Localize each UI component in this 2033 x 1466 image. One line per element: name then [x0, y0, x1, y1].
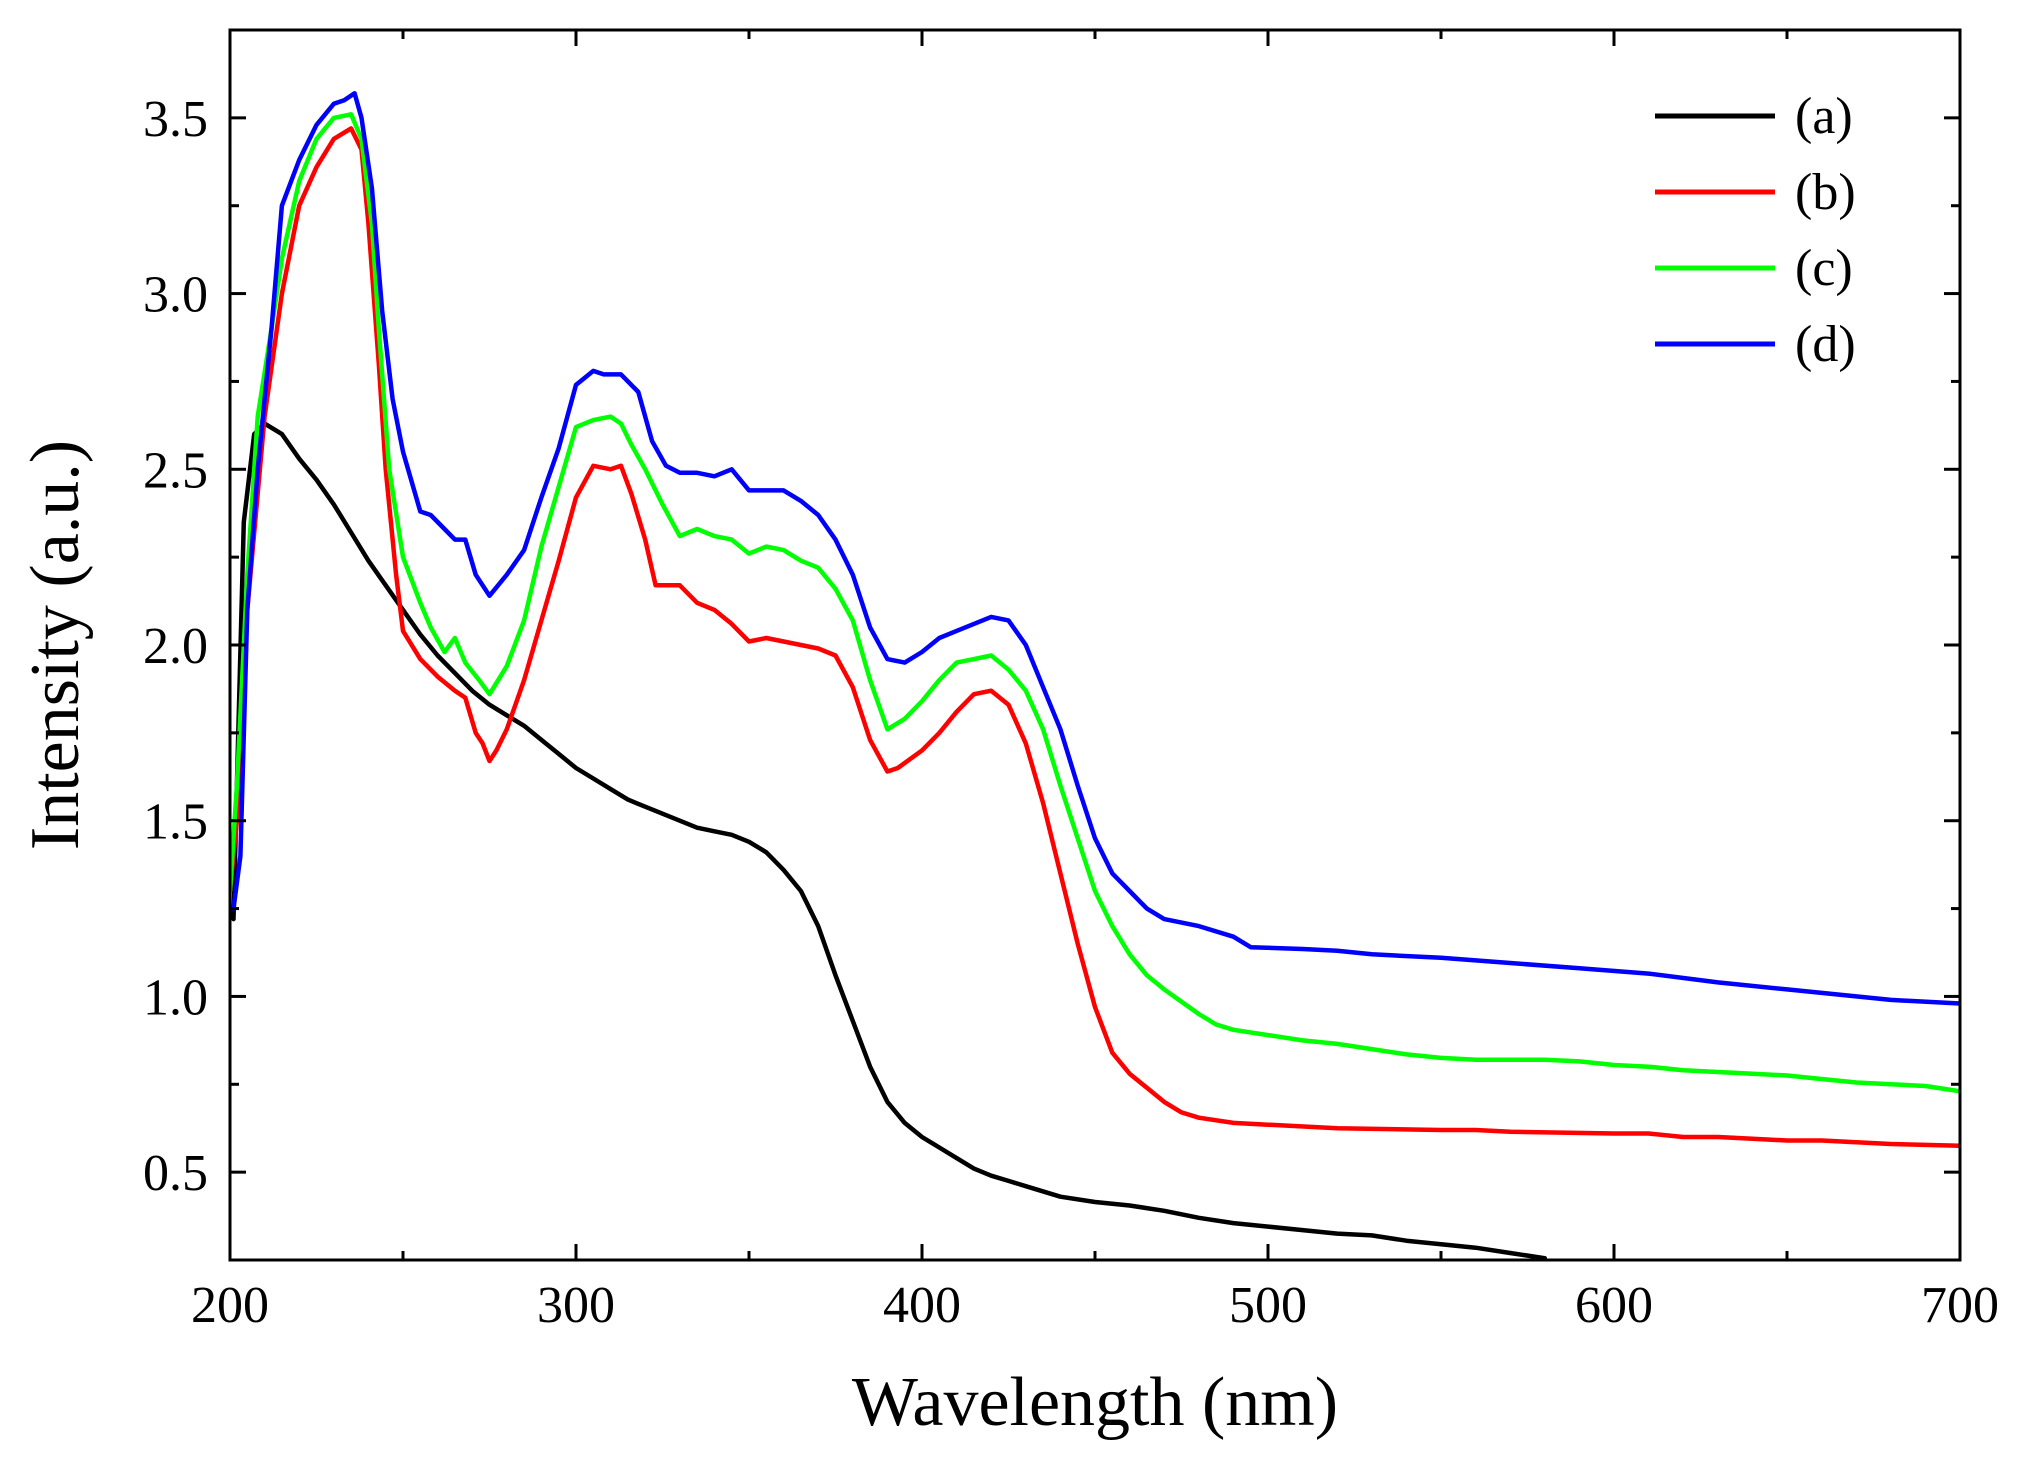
y-axis-title: Intensity (a.u.)	[17, 440, 94, 850]
legend-label: (a)	[1795, 88, 1853, 145]
series-line-a	[230, 421, 1548, 1260]
x-tick-label: 200	[191, 1277, 269, 1334]
y-tick-label: 2.0	[143, 618, 208, 675]
y-tick-label: 0.5	[143, 1145, 208, 1202]
x-tick-label: 600	[1575, 1277, 1653, 1334]
tick-labels-layer: 200 300 400 500 600 700 0.5 1.0 1.5 2.0 2.5 3.0 3.5	[143, 91, 1999, 1334]
x-tick-label: 500	[1229, 1277, 1307, 1334]
legend-label: (c)	[1795, 240, 1853, 297]
y-tick-label: 1.0	[143, 969, 208, 1026]
legend: (a) (b) (c) (d)	[1655, 88, 1856, 373]
ticks-layer	[228, 30, 1962, 1260]
x-tick-label: 700	[1921, 1277, 1999, 1334]
series-line-d	[231, 91, 1960, 1006]
x-axis-title: Wavelength (nm)	[852, 1364, 1338, 1441]
legend-label: (d)	[1795, 316, 1856, 373]
x-tick-label: 400	[883, 1277, 961, 1334]
series-layer	[230, 91, 1960, 1260]
y-tick-label: 1.5	[143, 794, 208, 851]
series-line-c	[230, 112, 1960, 1094]
y-tick-label: 3.0	[143, 267, 208, 324]
legend-label: (b)	[1795, 164, 1856, 221]
series-line-b	[230, 126, 1960, 1149]
y-tick-label: 3.5	[143, 91, 208, 148]
y-tick-label: 2.5	[143, 442, 208, 499]
x-tick-label: 300	[537, 1277, 615, 1334]
